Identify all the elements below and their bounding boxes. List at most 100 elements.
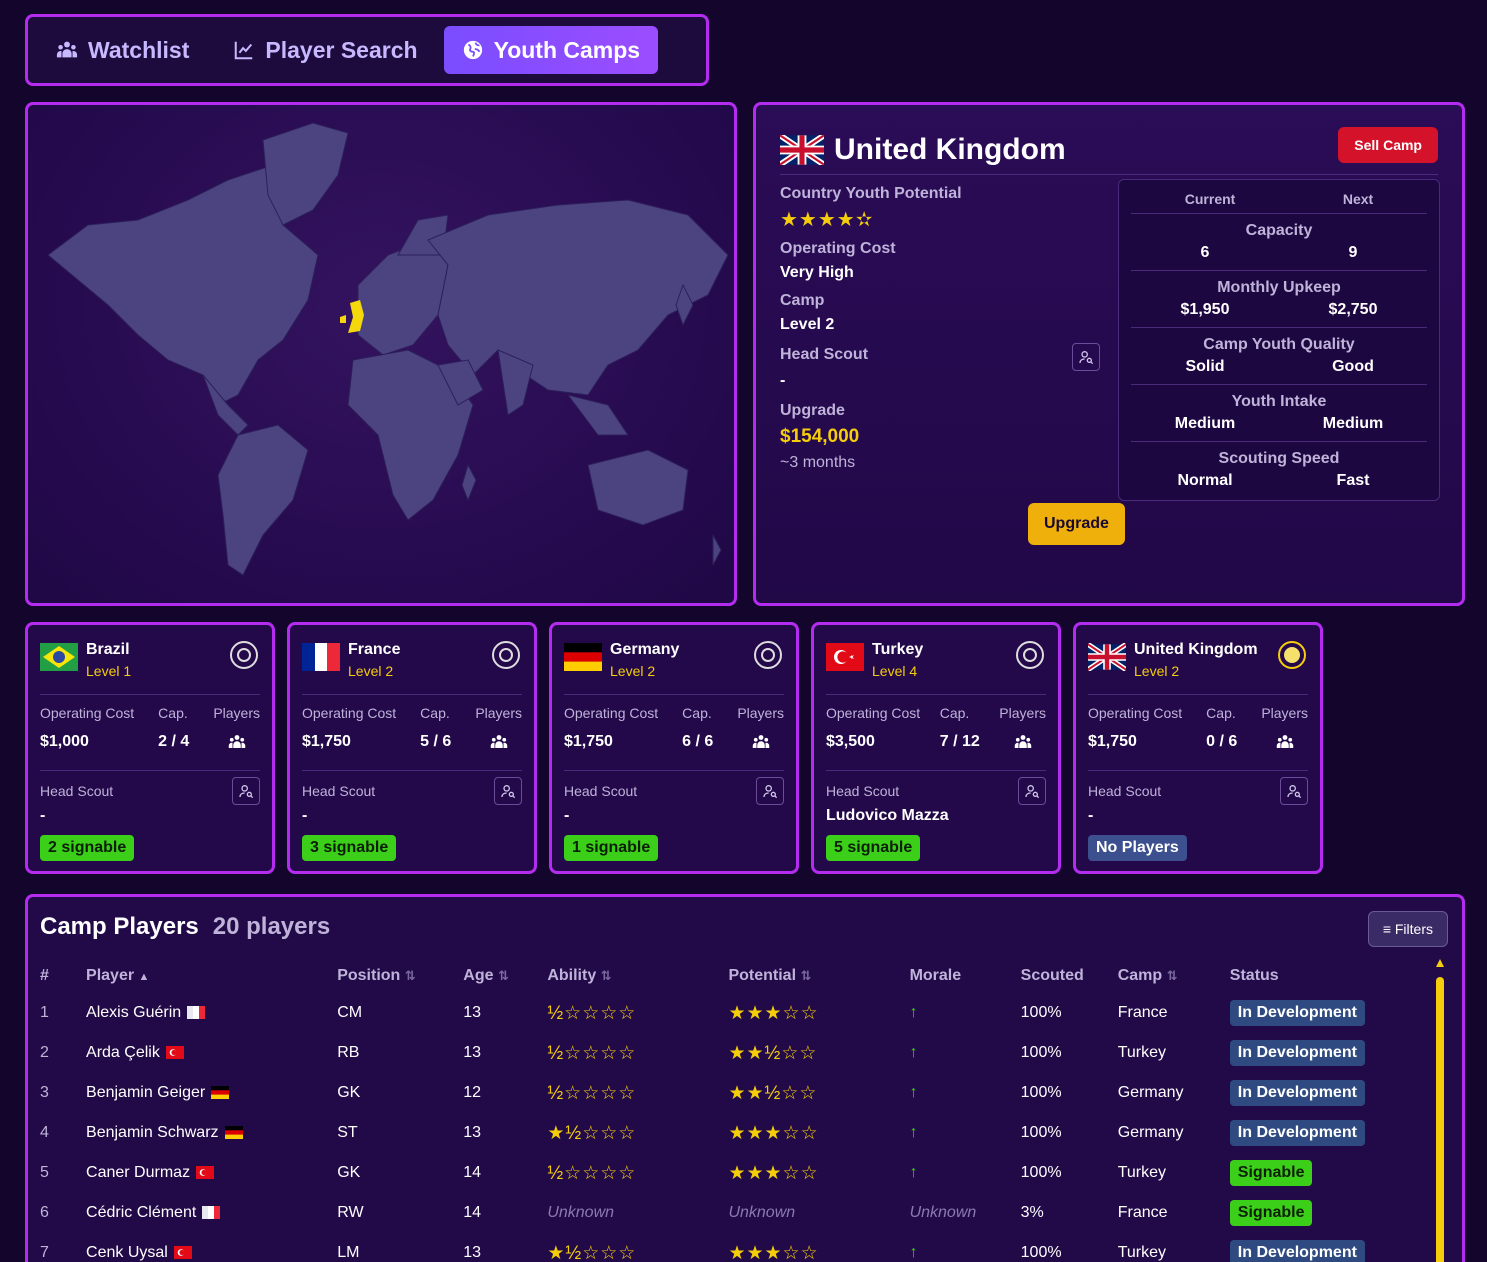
- tab-player-search[interactable]: Player Search: [215, 26, 435, 74]
- select-camp-radio[interactable]: [230, 641, 258, 669]
- column-header-age[interactable]: Age ⇅: [463, 959, 547, 993]
- status-cell: In Development: [1229, 1033, 1430, 1073]
- view-players-button[interactable]: [213, 733, 260, 756]
- upgrade-comparison-table: Current Next Capacity 6 9 Monthly Upkeep …: [1118, 179, 1440, 501]
- germany-flag-icon: [219, 1124, 243, 1141]
- view-players-button[interactable]: [737, 733, 784, 756]
- camp-card-united-kingdom[interactable]: United Kingdom Level 2 Operating Cost $1,…: [1073, 622, 1323, 874]
- signable-badge: 2 signable: [40, 835, 135, 861]
- status-cell: In Development: [1229, 1073, 1430, 1113]
- position-cell: CM: [337, 1004, 363, 1021]
- camp-level-value: Level 2: [780, 316, 835, 333]
- southeast-asia: [566, 394, 629, 436]
- sort-icon: ⇅: [404, 968, 416, 983]
- table-row[interactable]: 5 Caner Durmaz GK 14 ½☆☆☆☆ ★★★☆☆ ↑ 100% …: [40, 1153, 1430, 1193]
- operating-cost-value: Very High: [780, 264, 854, 281]
- assign-scout-button[interactable]: [756, 777, 784, 805]
- view-players-button[interactable]: [999, 733, 1046, 756]
- next-header: Next: [1342, 190, 1374, 207]
- potential-rating: ★★★☆☆: [728, 1122, 819, 1144]
- player-name-cell[interactable]: Benjamin Geiger: [86, 1073, 337, 1113]
- player-name-cell[interactable]: Arda Çelik: [86, 1033, 337, 1073]
- column-label: Ability: [547, 967, 597, 984]
- scrollbar[interactable]: [1436, 959, 1444, 1262]
- column-header-camp[interactable]: Camp ⇅: [1118, 959, 1230, 993]
- assign-scout-button[interactable]: [232, 777, 260, 805]
- scrollbar-thumb[interactable]: [1436, 977, 1444, 1262]
- row-label: Monthly Upkeep: [1217, 279, 1341, 296]
- row-number: 7: [40, 1244, 49, 1261]
- africa: [347, 349, 474, 521]
- upgrade-button[interactable]: Upgrade: [1028, 503, 1125, 545]
- camp-card-brazil[interactable]: Brazil Level 1 Operating Cost $1,000 Cap.…: [25, 622, 275, 874]
- view-players-button[interactable]: [1261, 733, 1308, 756]
- table-row[interactable]: 1 Alexis Guérin CM 13 ½☆☆☆☆ ★★★☆☆ ↑ 100%…: [40, 993, 1430, 1033]
- sort-icon: ⇅: [800, 968, 812, 983]
- select-camp-radio[interactable]: [1278, 641, 1306, 669]
- scouted-cell: 3%: [1020, 1204, 1044, 1221]
- players-title-text: Camp Players: [40, 913, 199, 940]
- camp-card-turkey[interactable]: Turkey Level 4 Operating Cost $3,500 Cap.…: [811, 622, 1061, 874]
- player-name-cell[interactable]: Caner Durmaz: [86, 1153, 337, 1193]
- column-header-player[interactable]: Player ▲: [86, 959, 337, 993]
- column-header-potential[interactable]: Potential ⇅: [728, 959, 909, 993]
- tab-youth-camps[interactable]: Youth Camps: [443, 26, 659, 74]
- filters-label: Filters: [1394, 921, 1433, 937]
- table-row[interactable]: 2 Arda Çelik RB 13 ½☆☆☆☆ ★★½☆☆ ↑ 100% Tu…: [40, 1033, 1430, 1073]
- player-name-cell[interactable]: Cédric Clément: [86, 1193, 337, 1233]
- user-search-icon: [1287, 785, 1302, 799]
- view-players-button[interactable]: [475, 733, 522, 756]
- camp-cell: Turkey: [1117, 1044, 1167, 1061]
- status-badge: In Development: [1229, 1120, 1365, 1146]
- table-row[interactable]: 6 Cédric Clément RW 14 Unknown Unknown U…: [40, 1193, 1430, 1233]
- assign-scout-button[interactable]: [1280, 777, 1308, 805]
- scroll-up-icon[interactable]: [1436, 959, 1444, 967]
- table-header-row: # Player ▲ Position ⇅ Age ⇅ Ability ⇅ Potenti…: [40, 959, 1430, 993]
- table-row[interactable]: 4 Benjamin Schwarz ST 13 ★½☆☆☆ ★★★☆☆ ↑ 1…: [40, 1113, 1430, 1153]
- filters-button[interactable]: ≡ Filters: [1367, 911, 1448, 947]
- sort-icon: ⇅: [497, 968, 509, 983]
- select-camp-radio[interactable]: [754, 641, 782, 669]
- arabia: [437, 359, 484, 406]
- tab-watchlist[interactable]: Watchlist: [38, 26, 207, 74]
- players-count: 20 players: [212, 913, 331, 940]
- users-icon: [1276, 735, 1293, 748]
- player-name-cell[interactable]: Cenk Uysal: [86, 1233, 337, 1262]
- camp-card-germany[interactable]: Germany Level 2 Operating Cost $1,750 Cap…: [549, 622, 799, 874]
- new-zealand: [712, 534, 722, 566]
- player-name: Arda Çelik: [86, 1044, 160, 1061]
- assign-scout-button[interactable]: [1018, 777, 1046, 805]
- head-scout-label: Head Scout: [1088, 783, 1162, 799]
- sort-asc-icon: ▲: [138, 971, 150, 983]
- age-cell: 14: [463, 1204, 482, 1221]
- world-map-svg[interactable]: [28, 105, 734, 603]
- status-cell: In Development: [1229, 1233, 1430, 1262]
- assign-scout-button[interactable]: [1072, 343, 1100, 371]
- column-header-ability[interactable]: Ability ⇅: [547, 959, 728, 993]
- united-kingdom-flag-icon: [1086, 642, 1134, 676]
- cap-value: 7 / 12: [939, 733, 980, 750]
- potential-rating: ★★★☆☆: [728, 1242, 819, 1262]
- sell-camp-button[interactable]: Sell Camp: [1338, 127, 1438, 163]
- player-name-cell[interactable]: Alexis Guérin: [86, 993, 337, 1033]
- filter-icon: ≡: [1382, 921, 1391, 937]
- players-label: Players: [1261, 705, 1308, 721]
- select-camp-radio[interactable]: [492, 641, 520, 669]
- scouted-cell: 100%: [1020, 1084, 1062, 1101]
- table-row[interactable]: 3 Benjamin Geiger GK 12 ½☆☆☆☆ ★★½☆☆ ↑ 10…: [40, 1073, 1430, 1113]
- head-scout-label: Head Scout: [826, 783, 900, 799]
- column-header-position[interactable]: Position ⇅: [337, 959, 463, 993]
- assign-scout-button[interactable]: [494, 777, 522, 805]
- world-map[interactable]: [25, 102, 737, 606]
- player-name: Benjamin Schwarz: [86, 1124, 219, 1141]
- cap-label: Cap.: [939, 705, 970, 721]
- next-value: $2,750: [1328, 301, 1378, 318]
- status-cell: In Development: [1229, 993, 1430, 1033]
- select-camp-radio[interactable]: [1016, 641, 1044, 669]
- table-row[interactable]: 7 Cenk Uysal LM 13 ★½☆☆☆ ★★★☆☆ ↑ 100% Tu…: [40, 1233, 1430, 1262]
- cap-label: Cap.: [420, 705, 450, 721]
- camp-card-france[interactable]: France Level 2 Operating Cost $1,750 Cap.…: [287, 622, 537, 874]
- users-icon: [490, 735, 507, 748]
- position-cell: GK: [337, 1084, 361, 1101]
- player-name-cell[interactable]: Benjamin Schwarz: [86, 1113, 337, 1153]
